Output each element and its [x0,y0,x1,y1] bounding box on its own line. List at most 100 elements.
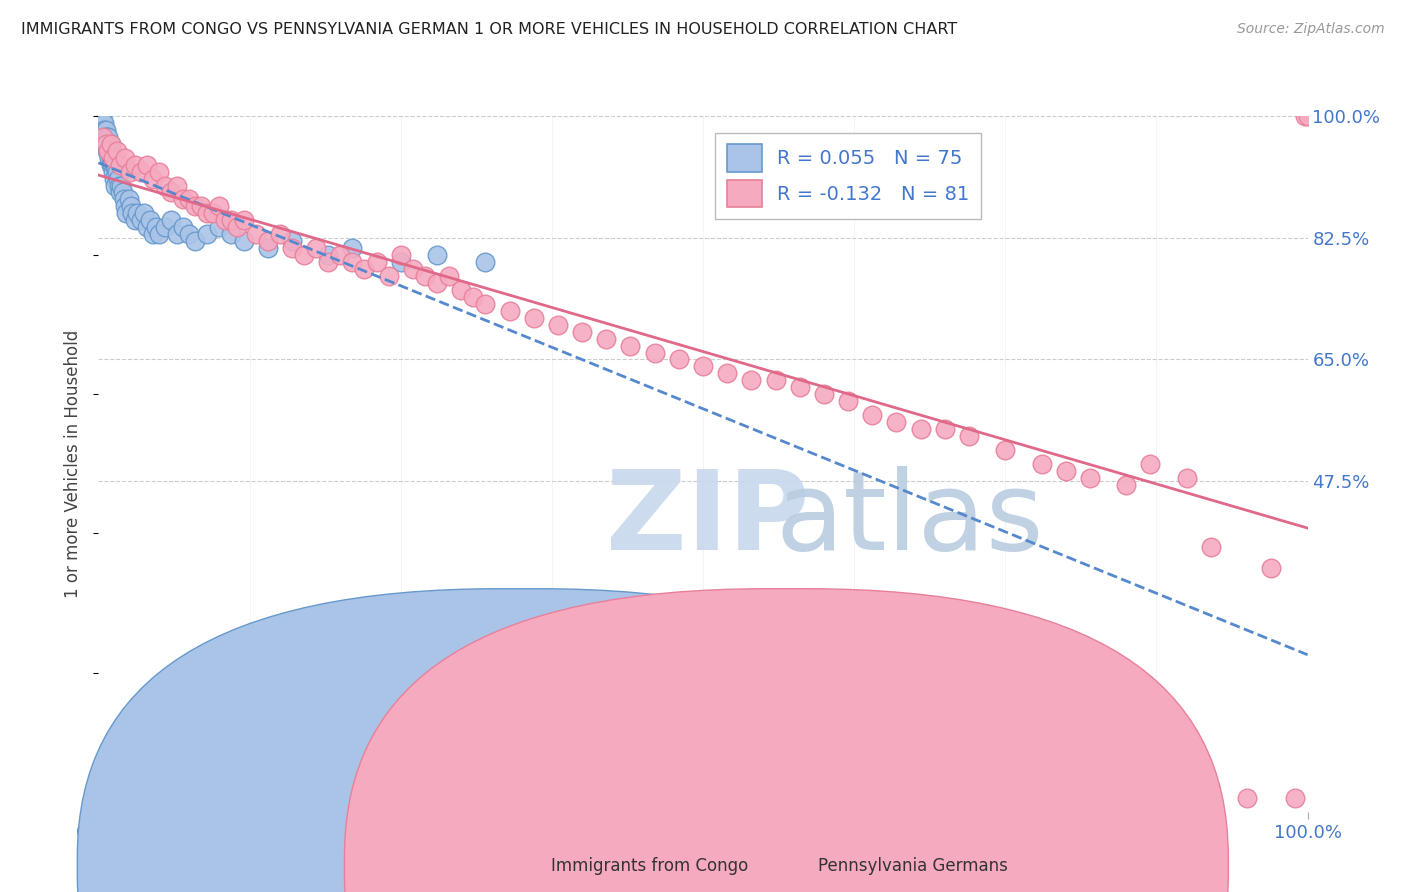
Point [221,213,243,227]
Point [91,109,114,123]
Point [789,380,811,394]
Point [208,220,231,235]
Legend: R = 0.055   N = 75, R = -0.132   N = 81: R = 0.055 N = 75, R = -0.132 N = 81 [716,133,981,219]
Point [93,116,115,130]
Point [148,227,170,242]
Point [1296,109,1319,123]
Point [93,136,115,151]
Point [103,158,125,172]
Point [153,178,176,193]
Point [342,241,364,255]
Point [813,387,835,401]
Point [96,129,118,144]
Text: Pennsylvania Germans: Pennsylvania Germans [818,857,1008,875]
Point [94,129,117,144]
Point [860,408,883,422]
Point [134,206,156,220]
Point [112,193,135,207]
Point [108,158,131,172]
Point [100,144,122,158]
Point [463,290,485,304]
Point [91,116,114,130]
Point [124,158,146,172]
Point [135,158,157,172]
Point [498,303,520,318]
Point [837,394,859,409]
Point [98,136,121,151]
Point [118,164,141,178]
Point [166,227,188,242]
Point [316,255,339,269]
Point [342,255,364,269]
Point [179,227,201,242]
Point [142,227,165,242]
Point [100,158,122,172]
Y-axis label: 1 or more Vehicles in Household: 1 or more Vehicles in Household [65,330,83,598]
Point [957,429,980,443]
Point [172,193,194,207]
Point [994,442,1017,457]
Point [91,123,114,137]
Point [91,116,114,130]
Point [100,136,122,151]
Point [329,248,352,262]
Point [97,129,120,144]
Point [120,199,142,213]
Point [179,193,201,207]
FancyBboxPatch shape [77,589,962,892]
Point [1054,464,1077,478]
Point [765,373,787,387]
Point [105,164,128,178]
Point [426,276,449,290]
Point [202,206,225,220]
Point [547,318,569,332]
Point [104,158,127,172]
Point [195,227,218,242]
Point [160,186,183,200]
Point [1294,109,1316,123]
Point [127,206,149,220]
Point [886,415,908,429]
Text: atlas: atlas [776,466,1045,573]
Point [437,268,460,283]
Point [90,116,112,130]
Point [716,367,738,381]
Point [214,213,236,227]
Point [90,109,112,123]
Point [94,123,117,137]
Point [281,234,304,248]
Point [94,136,117,151]
Point [934,422,956,436]
Point [135,220,157,235]
Point [100,136,122,151]
Point [101,164,124,178]
Point [1139,457,1161,471]
Point [96,136,118,151]
Point [103,171,125,186]
Point [256,241,278,255]
Point [93,129,115,144]
Point [232,234,254,248]
Text: Immigrants from Congo: Immigrants from Congo [551,857,748,875]
Point [139,213,162,227]
Point [190,199,212,213]
Point [111,186,134,200]
Point [910,422,932,436]
Point [692,359,714,374]
Point [91,123,114,137]
Point [195,206,218,220]
Point [101,151,124,165]
Point [377,268,399,283]
Point [245,227,267,242]
Point [402,262,425,277]
Text: IMMIGRANTS FROM CONGO VS PENNSYLVANIA GERMAN 1 OR MORE VEHICLES IN HOUSEHOLD COR: IMMIGRANTS FROM CONGO VS PENNSYLVANIA GE… [21,22,957,37]
Point [523,310,546,325]
Point [184,199,207,213]
Point [184,234,207,248]
Point [108,186,131,200]
Point [413,268,436,283]
Point [124,213,146,227]
Point [108,178,131,193]
Point [91,129,114,144]
Point [1260,561,1282,575]
